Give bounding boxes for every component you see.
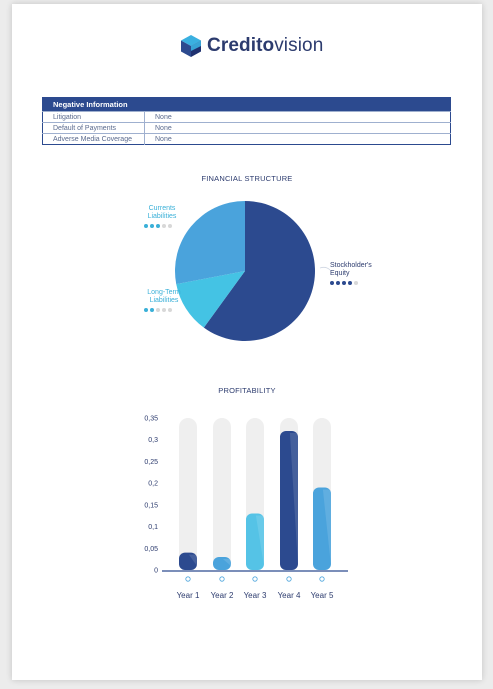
pie-label-longterm: Long-Term Liabilities bbox=[144, 289, 184, 312]
pie-label-current-line2: Liabilities bbox=[147, 213, 177, 220]
x-tick-marker bbox=[286, 576, 292, 582]
x-tick-label: Year 1 bbox=[177, 591, 200, 600]
bar-highlight bbox=[255, 515, 264, 566]
rating-dot bbox=[150, 224, 154, 228]
pie-slice-2 bbox=[175, 201, 245, 285]
rating-dot bbox=[144, 308, 148, 312]
report-page: Creditovision Negative Information Litig… bbox=[12, 4, 482, 680]
rating-dot bbox=[348, 281, 352, 285]
pie-chart bbox=[175, 201, 331, 341]
rating-dot bbox=[342, 281, 346, 285]
negative-information-table: Negative Information Litigation None Def… bbox=[42, 97, 451, 145]
pie-label-equity: Stockholder's Equity bbox=[330, 262, 372, 285]
profitability-title: PROFITABILITY bbox=[218, 386, 276, 395]
x-tick-marker bbox=[319, 576, 325, 582]
cube-logo-icon bbox=[181, 35, 201, 57]
rating-dots-equity bbox=[330, 281, 372, 285]
pie-label-longterm-line1: Long-Term bbox=[147, 289, 181, 296]
table-row: Litigation None bbox=[42, 111, 451, 123]
row-label: Litigation bbox=[42, 111, 145, 123]
rating-dot bbox=[168, 224, 172, 228]
row-value: None bbox=[144, 133, 451, 145]
rating-dot bbox=[162, 224, 166, 228]
x-tick-label: Year 3 bbox=[244, 591, 267, 600]
bar-4 bbox=[280, 431, 298, 570]
y-tick-label: 0,15 bbox=[144, 502, 158, 509]
bar-chart: 0 0,05 0,1 0,15 0,2 0,25 0,3 0,35 Year 1 Year 2 Y… bbox=[144, 416, 348, 600]
brand-name-bold: Credito bbox=[207, 35, 275, 56]
rating-dot bbox=[156, 224, 160, 228]
brand-logo: Creditovision bbox=[180, 31, 323, 61]
rating-dots-current bbox=[144, 224, 180, 228]
pie-slice-1 bbox=[176, 271, 245, 328]
rating-dot bbox=[354, 281, 358, 285]
table-row: Adverse Media Coverage None bbox=[42, 133, 451, 145]
pie-label-current-line1: Currents bbox=[148, 205, 176, 212]
pie-label-equity-line2: Equity bbox=[330, 270, 350, 277]
y-tick-label: 0,1 bbox=[148, 524, 158, 531]
bar-highlight bbox=[322, 489, 331, 566]
rating-dot bbox=[330, 281, 334, 285]
bar-highlight bbox=[289, 433, 298, 566]
brand-name: Creditovision bbox=[207, 35, 323, 57]
rating-dots-longterm bbox=[144, 308, 184, 312]
pie-slice-0 bbox=[203, 201, 315, 341]
x-tick-label: Year 5 bbox=[311, 591, 334, 600]
x-tick-label: Year 4 bbox=[278, 591, 301, 600]
pie-label-longterm-line2: Liabilities bbox=[149, 297, 179, 304]
bar-2 bbox=[213, 556, 231, 570]
row-value: None bbox=[144, 111, 451, 123]
bar-highlight bbox=[222, 558, 231, 566]
bar-3 bbox=[246, 513, 264, 570]
rating-dot bbox=[162, 308, 166, 312]
row-label: Default of Payments bbox=[42, 122, 145, 134]
rating-dot bbox=[168, 308, 172, 312]
y-tick-label: 0,3 bbox=[148, 437, 158, 444]
y-tick-label: 0,35 bbox=[144, 416, 158, 423]
x-tick-label: Year 2 bbox=[211, 591, 234, 600]
pie-label-current: Currents Liabilities bbox=[144, 205, 180, 228]
rating-dot bbox=[156, 308, 160, 312]
x-tick-marker bbox=[252, 576, 258, 582]
financial-structure-title: FINANCIAL STRUCTURE bbox=[201, 174, 293, 183]
table-row: Default of Payments None bbox=[42, 122, 451, 134]
rating-dot bbox=[150, 308, 154, 312]
table-title: Negative Information bbox=[42, 97, 451, 112]
pie-label-equity-line1: Stockholder's bbox=[330, 262, 372, 269]
x-tick-marker bbox=[185, 576, 191, 582]
row-value: None bbox=[144, 122, 451, 134]
brand-name-light: vision bbox=[274, 35, 324, 56]
rating-dot bbox=[336, 281, 340, 285]
row-label: Adverse Media Coverage bbox=[42, 133, 145, 145]
y-tick-label: 0 bbox=[154, 568, 158, 575]
bar-5 bbox=[313, 487, 331, 570]
bar-1 bbox=[179, 552, 197, 570]
bar-track bbox=[213, 418, 231, 570]
x-tick-marker bbox=[219, 576, 225, 582]
bar-track bbox=[179, 418, 197, 570]
y-tick-label: 0,05 bbox=[144, 546, 158, 553]
y-tick-label: 0,2 bbox=[148, 481, 158, 488]
y-tick-label: 0,25 bbox=[144, 459, 158, 466]
rating-dot bbox=[144, 224, 148, 228]
equity-connector-line bbox=[319, 266, 331, 271]
